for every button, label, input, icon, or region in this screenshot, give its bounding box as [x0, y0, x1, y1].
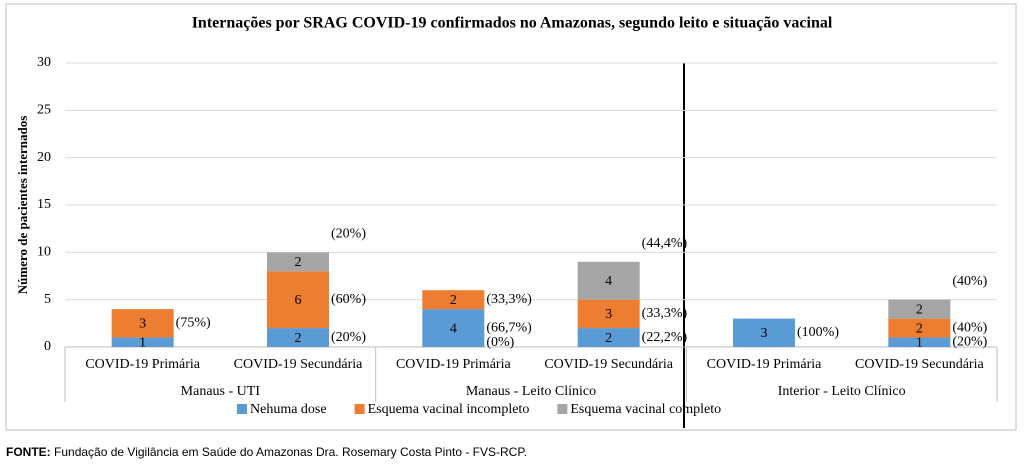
- y-tick-label: 20: [37, 150, 51, 165]
- data-label: 2: [450, 293, 457, 308]
- percent-label: (75%): [176, 316, 211, 331]
- bar-segment: [577, 328, 640, 347]
- footer-label: FONTE:: [6, 445, 51, 459]
- bar-segment: [888, 299, 951, 319]
- bar-segment: [733, 318, 795, 347]
- percent-label: (44,4%): [642, 236, 688, 251]
- chart-title: Internações por SRAG COVID-19 confirmado…: [192, 15, 833, 32]
- data-label: 2: [295, 331, 302, 346]
- bar-segment: [577, 261, 640, 300]
- footer-text: Fundação de Vigilância em Saúde do Amazo…: [54, 445, 528, 459]
- chart-border: [5, 3, 1017, 431]
- footer: FONTE: Fundação de Vigilância em Saúde d…: [6, 445, 527, 459]
- data-label: 2: [916, 302, 923, 317]
- bar-segment: [267, 271, 329, 329]
- y-axis-title: Número de pacientes internados: [15, 116, 30, 295]
- chart: Internações por SRAG COVID-19 confirmado…: [5, 3, 1017, 431]
- group-label: Manaus - UTI: [181, 384, 261, 399]
- y-tick-label: 30: [37, 55, 51, 70]
- percent-label: (22,2%): [642, 330, 688, 345]
- data-label: 1: [916, 335, 923, 350]
- data-label: 3: [605, 307, 612, 322]
- bar-segment: [422, 309, 485, 347]
- y-tick-label: 25: [37, 103, 51, 118]
- bar-segment: [111, 337, 174, 347]
- bar-segment: [267, 252, 329, 272]
- bar-segment: [888, 318, 951, 338]
- data-label: 2: [295, 255, 302, 270]
- legend-swatch: [237, 404, 247, 414]
- bar-segment: [888, 337, 951, 347]
- percent-label: (33,3%): [486, 292, 532, 307]
- x-tick-label: COVID-19 Secundária: [234, 357, 363, 372]
- legend-label: Nehuma dose: [250, 402, 327, 417]
- percent-label: (40%): [952, 274, 987, 289]
- bar-segment: [577, 299, 640, 329]
- x-tick-label: COVID-19 Secundária: [855, 357, 984, 372]
- data-label: 3: [139, 317, 146, 332]
- x-tick-label: COVID-19 Primária: [707, 357, 822, 372]
- data-label: 4: [605, 274, 612, 289]
- percent-label: (40%): [952, 320, 987, 335]
- group-label: Manaus - Leito Clínico: [466, 384, 596, 399]
- legend-label: Esquema vacinal completo: [570, 402, 721, 417]
- legend-label: Esquema vacinal incompleto: [368, 402, 530, 417]
- data-label: 6: [295, 293, 302, 308]
- legend-swatch: [557, 404, 568, 414]
- x-tick-label: COVID-19 Secundária: [544, 357, 673, 372]
- y-tick-label: 10: [37, 245, 51, 260]
- percent-label: (20%): [331, 227, 366, 242]
- bar-segment: [111, 309, 174, 338]
- percent-label: (20%): [952, 334, 987, 349]
- percent-label: (60%): [331, 292, 366, 307]
- x-tick-label: COVID-19 Primária: [85, 357, 200, 372]
- data-label: 1: [139, 335, 146, 350]
- data-label: 2: [916, 321, 923, 336]
- x-tick-label: COVID-19 Primária: [396, 357, 511, 372]
- percent-label: (0%): [486, 335, 514, 350]
- y-tick-label: 15: [37, 197, 51, 212]
- group-label: Interior - Leito Clínico: [778, 384, 906, 399]
- legend-swatch: [354, 404, 365, 414]
- percent-label: (100%): [797, 325, 839, 340]
- y-tick-label: 5: [44, 292, 51, 307]
- percent-label: (33,3%): [642, 306, 688, 321]
- bar-segment: [267, 328, 329, 347]
- bar-segment: [422, 290, 485, 310]
- data-label: 3: [761, 326, 768, 341]
- percent-label: (20%): [331, 330, 366, 345]
- percent-label: (66,7%): [486, 320, 532, 335]
- y-tick-label: 0: [44, 339, 51, 354]
- data-label: 4: [450, 321, 457, 336]
- data-label: 2: [605, 331, 612, 346]
